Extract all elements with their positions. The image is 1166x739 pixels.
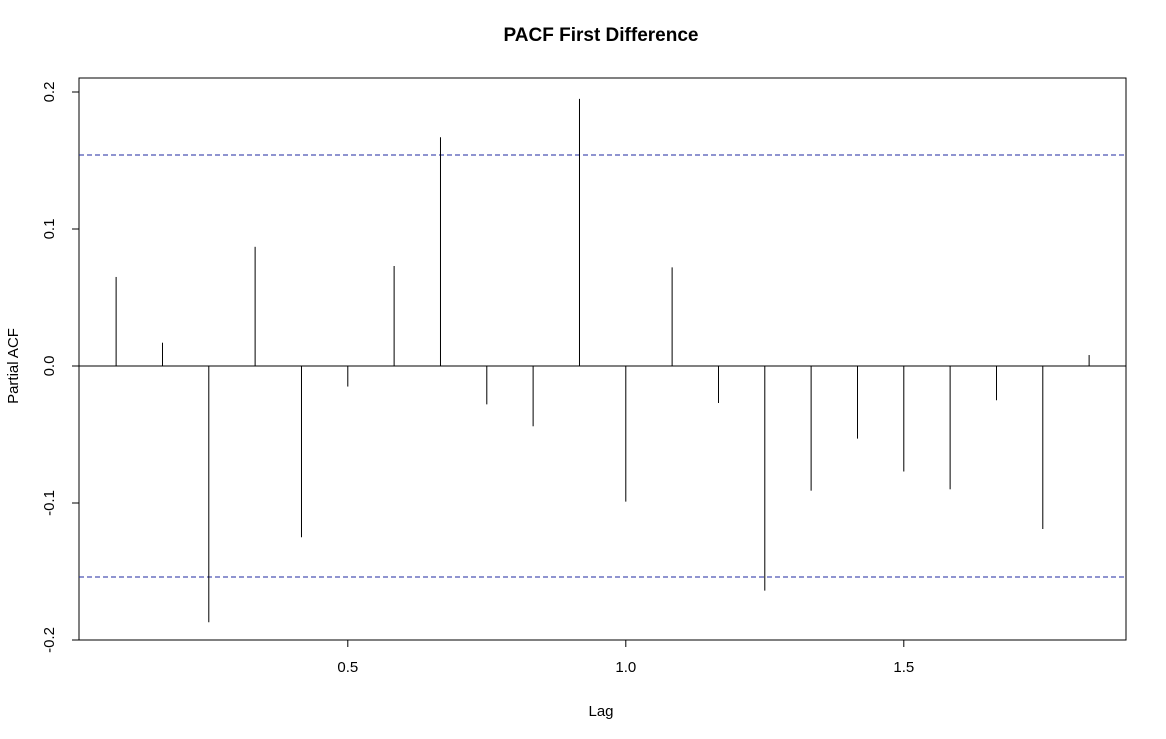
confidence-bounds: [79, 154, 1126, 578]
y-axis: -0.2 -0.1 0.0 0.1 0.2: [41, 82, 79, 653]
x-tick-label: 1.5: [893, 659, 914, 676]
y-tick-label: 0.2: [41, 82, 58, 103]
y-tick-label: -0.1: [41, 490, 58, 516]
x-tick-label: 1.0: [615, 659, 636, 676]
y-tick-label: 0.1: [41, 219, 58, 240]
x-axis: 0.5 1.0 1.5: [337, 640, 914, 676]
y-tick-label: -0.2: [41, 627, 58, 653]
plot-frame: [78, 77, 1127, 641]
y-tick-label: 0.0: [41, 356, 58, 377]
chart-title: PACF First Difference: [504, 25, 699, 46]
y-axis-label: Partial ACF: [5, 328, 22, 404]
pacf-bars: [115, 98, 1090, 623]
x-axis-label: Lag: [588, 703, 613, 720]
x-tick-label: 0.5: [337, 659, 358, 676]
